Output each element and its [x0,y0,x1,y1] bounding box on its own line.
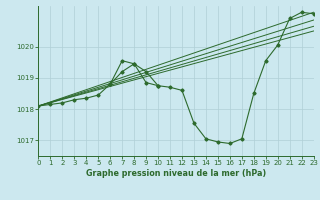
X-axis label: Graphe pression niveau de la mer (hPa): Graphe pression niveau de la mer (hPa) [86,169,266,178]
